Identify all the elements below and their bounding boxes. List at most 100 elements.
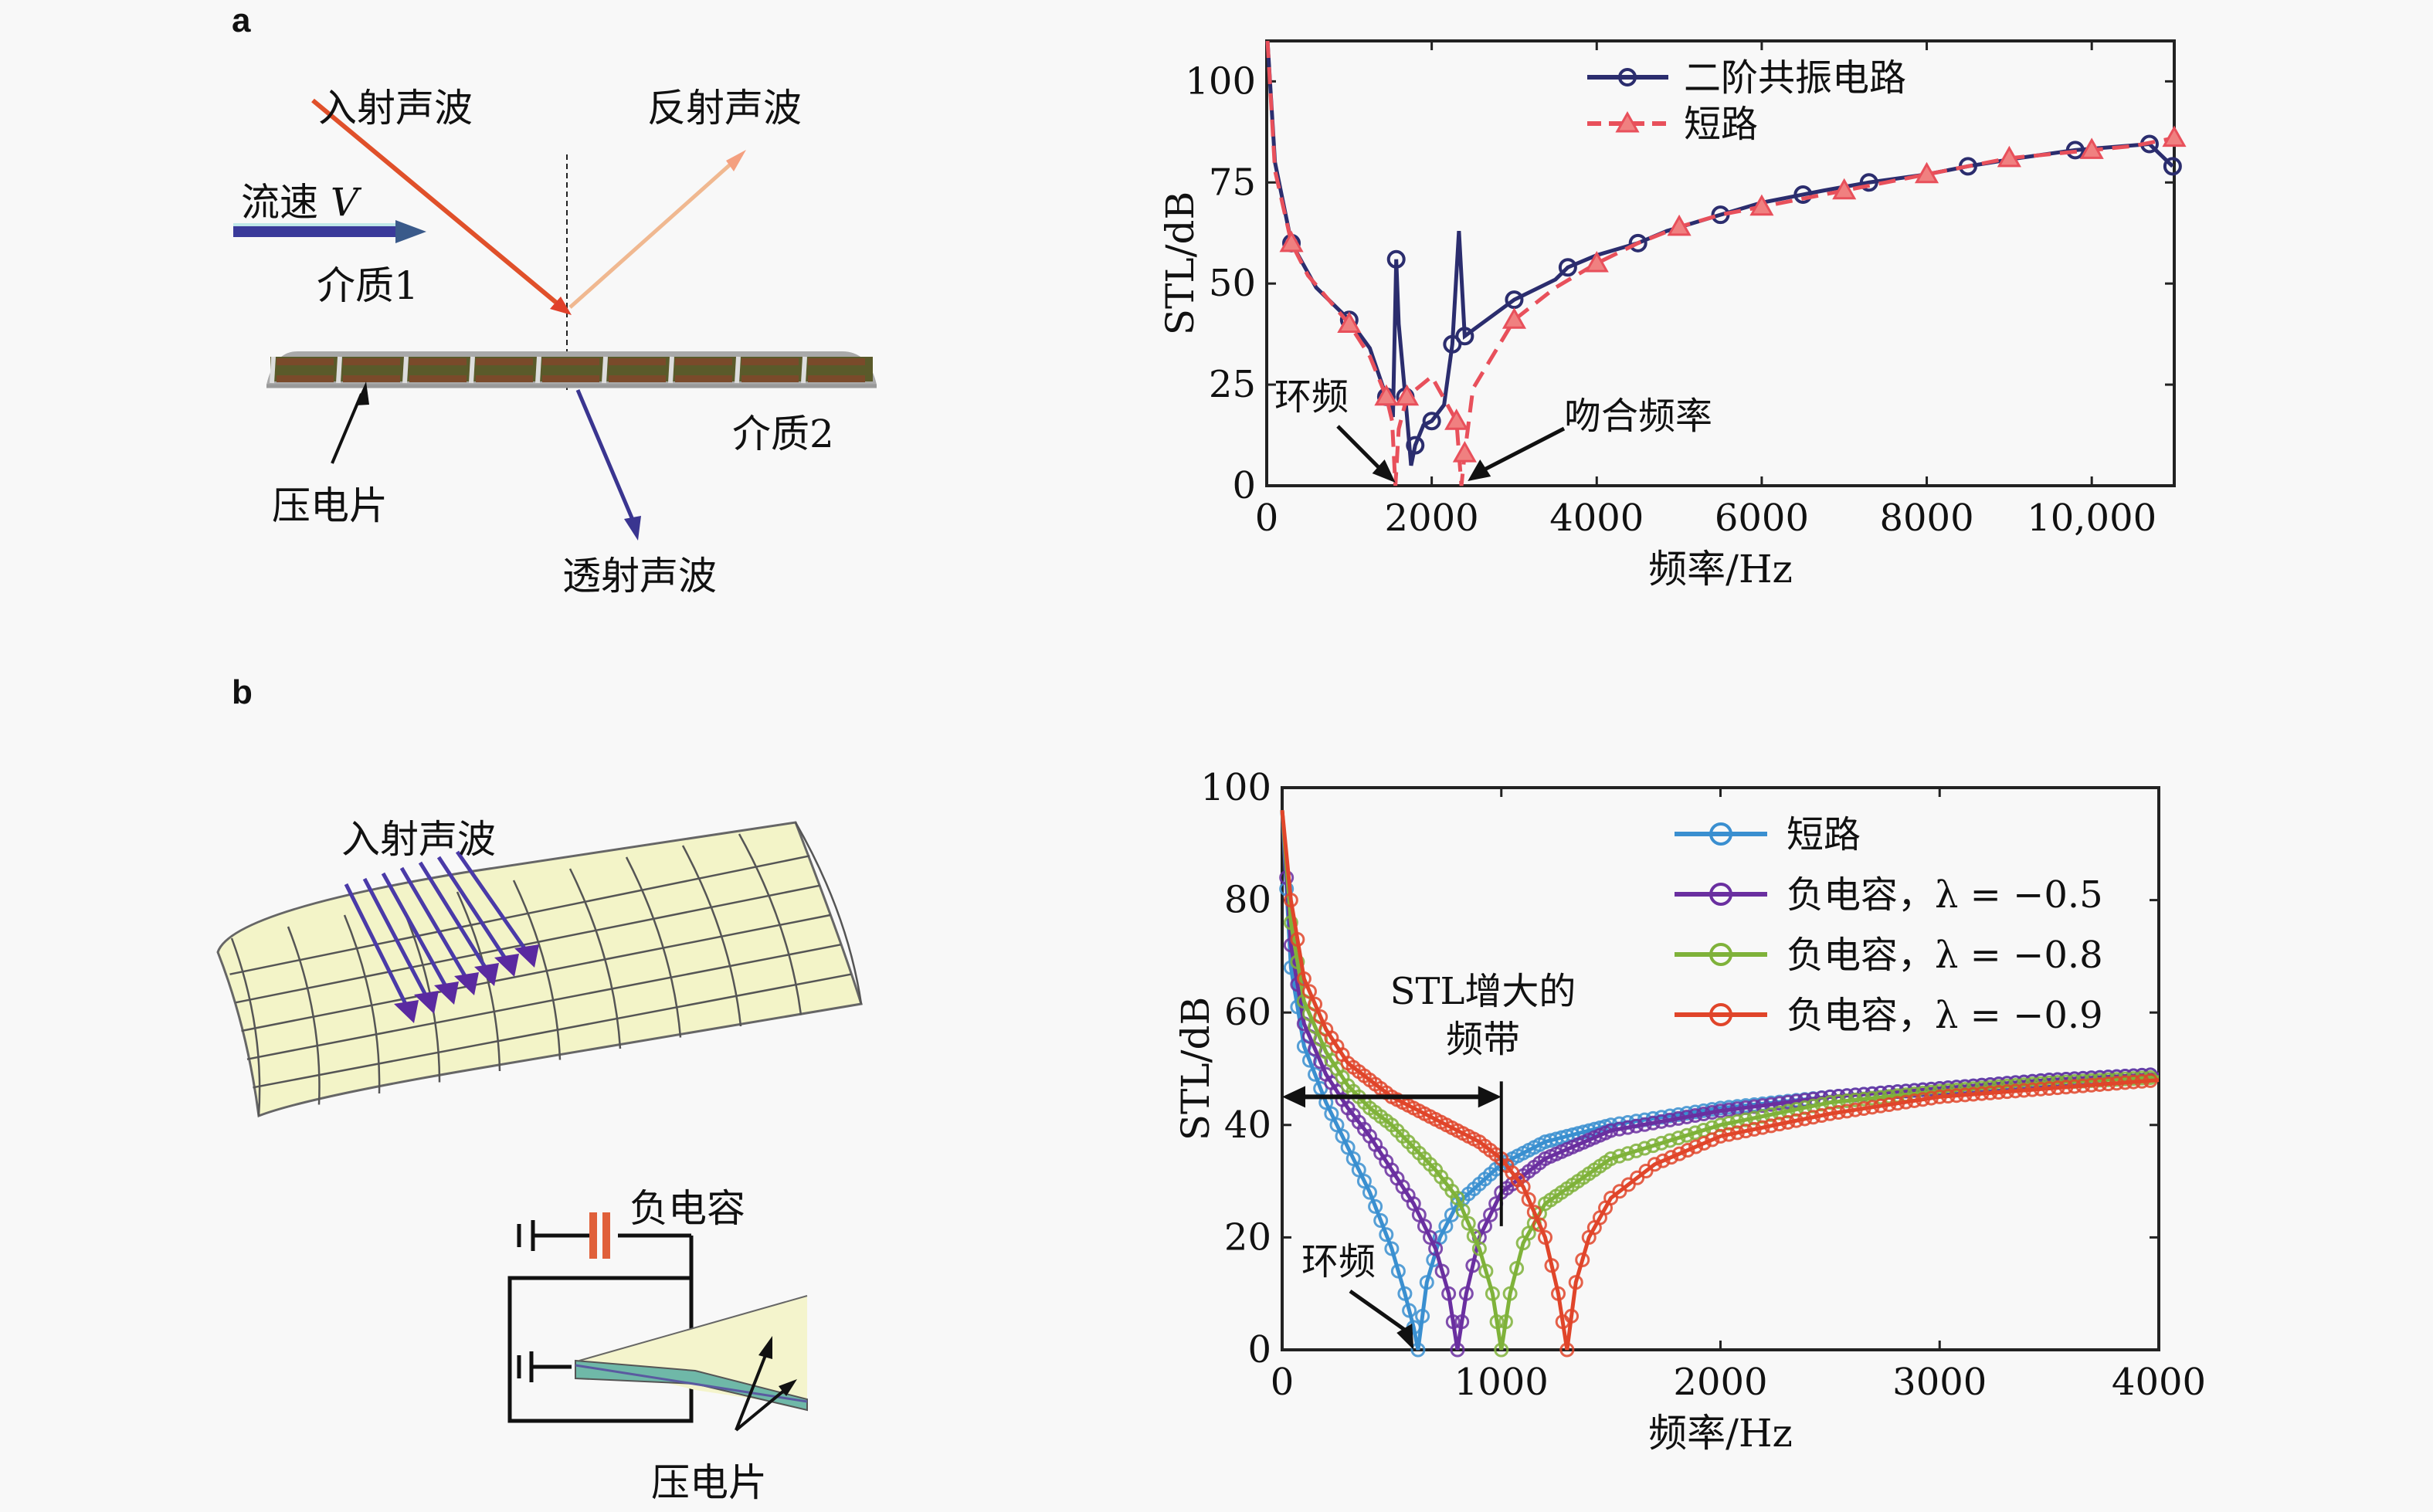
piezo-cell	[277, 367, 334, 374]
data-point	[1532, 1217, 1547, 1232]
data-point	[1713, 1128, 1728, 1144]
band-arrowhead-right	[1478, 1086, 1502, 1108]
data-point	[1483, 1207, 1498, 1222]
data-point	[1831, 1094, 1846, 1110]
grid-line	[343, 914, 381, 1094]
data-point	[1647, 1157, 1662, 1172]
circuit-loop	[507, 1276, 694, 1423]
data-point	[2162, 125, 2187, 147]
data-point	[1283, 915, 1298, 931]
plot-frame	[1265, 39, 2176, 487]
cell-gap	[801, 356, 807, 384]
reflected-arrow	[568, 153, 743, 309]
data-point	[1671, 1146, 1687, 1161]
data-point	[1419, 1275, 1434, 1290]
legend-marker	[1709, 1003, 1732, 1026]
series-line-2	[1280, 809, 2160, 1351]
data-point	[1705, 1132, 1720, 1148]
label-flow-velocity: 流速 V	[241, 171, 358, 227]
data-point	[1489, 1314, 1505, 1330]
data-point	[1932, 1089, 1947, 1104]
piezo-cell	[609, 367, 666, 374]
data-point	[1411, 1207, 1427, 1222]
data-point	[1789, 1113, 1804, 1128]
data-point	[1455, 327, 1474, 346]
data-point	[1620, 1146, 1635, 1161]
wave-arrowhead	[434, 981, 459, 1005]
data-point	[1410, 1342, 1426, 1358]
data-point	[1831, 1105, 1846, 1120]
data-point	[1290, 954, 1305, 970]
data-point	[1558, 258, 1577, 277]
data-point	[1664, 1150, 1679, 1165]
wave-arrow	[362, 877, 432, 1004]
data-point	[1974, 1086, 1990, 1101]
piezo-cell	[741, 375, 799, 382]
data-point	[1337, 311, 1362, 334]
data-point	[2067, 1079, 2082, 1094]
data-point	[1662, 1133, 1678, 1148]
annotation-ring-frequency: 环频	[1274, 375, 1349, 419]
data-point	[2024, 1082, 2040, 1097]
data-point	[1502, 1286, 1518, 1301]
wave-arrow	[399, 866, 472, 985]
data-point	[1415, 1308, 1430, 1324]
legend-label: 短路	[1684, 103, 1758, 146]
piezo-cell	[808, 375, 865, 382]
data-point	[1478, 1263, 1494, 1279]
data-point	[1839, 1093, 1854, 1108]
data-point	[1296, 971, 1312, 987]
y-axis-label: STL/dB	[1173, 997, 1218, 1141]
piezo-cell	[343, 358, 400, 365]
piezo-cell	[675, 358, 732, 365]
x-tick-label: 2000	[1673, 1361, 1767, 1404]
data-point	[1454, 1314, 1470, 1330]
data-point	[1839, 1103, 1854, 1119]
wave-arrowhead	[494, 954, 519, 977]
data-point	[1498, 1314, 1513, 1330]
data-point	[1455, 1203, 1471, 1219]
label-transmitted-wave: 透射声波	[562, 554, 717, 598]
data-point	[1763, 1097, 1779, 1112]
data-point	[1422, 412, 1441, 431]
data-point	[1645, 1115, 1661, 1131]
data-point	[1544, 1258, 1559, 1273]
data-point	[1279, 230, 1304, 253]
data-point	[2033, 1081, 2048, 1097]
data-point	[1655, 1153, 1671, 1168]
band-arrowhead-left	[1282, 1086, 1305, 1108]
data-point	[1575, 1253, 1590, 1268]
annotation-arrowhead	[1372, 459, 1396, 483]
data-point	[1746, 1121, 1762, 1137]
label-piezo-b: 压电片	[651, 1460, 767, 1505]
wave-arrow	[455, 850, 532, 958]
data-point	[2079, 137, 2104, 159]
data-point	[1461, 1215, 1476, 1231]
annotation-arrowhead	[1468, 459, 1491, 481]
data-point	[1374, 384, 1399, 406]
data-point	[1538, 1229, 1552, 1245]
data-point	[1997, 145, 2021, 168]
data-point	[2163, 157, 2182, 176]
data-point	[1290, 932, 1305, 948]
wave-arrowhead	[454, 972, 479, 995]
diagram-a	[233, 98, 877, 541]
data-point	[1458, 1286, 1474, 1301]
data-point	[1395, 384, 1420, 406]
data-point	[2016, 1083, 2031, 1098]
data-point	[1671, 1110, 1686, 1126]
data-point	[1335, 1128, 1350, 1144]
legend-marker	[1709, 883, 1732, 906]
data-point	[1345, 1151, 1361, 1166]
grid-line	[246, 944, 841, 1060]
flow-arrow-head	[395, 220, 426, 243]
capacitor-plate-right	[602, 1212, 610, 1259]
grid-line	[241, 914, 831, 1032]
data-point	[1397, 1286, 1413, 1301]
cell-gap	[270, 356, 276, 384]
data-point	[1688, 1107, 1703, 1123]
data-point	[1351, 1162, 1366, 1178]
data-point	[1417, 1219, 1432, 1234]
label-negative-capacitance: 负电容	[629, 1186, 745, 1231]
data-point	[1873, 1098, 1888, 1114]
